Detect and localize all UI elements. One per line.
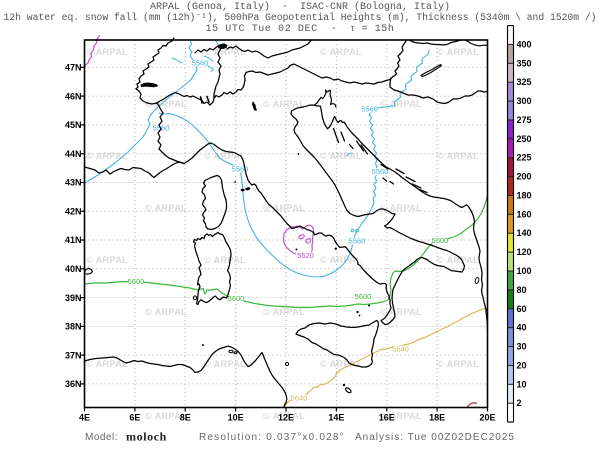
svg-text:5560: 5560 <box>192 59 209 68</box>
svg-text:4E: 4E <box>79 412 90 422</box>
svg-text:© ARPAL: © ARPAL <box>320 47 362 57</box>
svg-text:© ARPAL: © ARPAL <box>145 411 187 421</box>
svg-text:40: 40 <box>517 323 527 333</box>
svg-text:© ARPAL: © ARPAL <box>86 359 128 369</box>
svg-text:© ARPAL: © ARPAL <box>204 255 246 265</box>
svg-text:350: 350 <box>517 58 532 68</box>
svg-text:18E: 18E <box>429 412 445 422</box>
svg-text:12h water eq. snow fall (mm (1: 12h water eq. snow fall (mm (12h)⁻¹), 50… <box>4 12 597 23</box>
svg-text:6E: 6E <box>129 412 140 422</box>
svg-text:140: 140 <box>517 228 532 238</box>
svg-text:60: 60 <box>517 304 527 314</box>
svg-text:© ARPAL: © ARPAL <box>86 151 128 161</box>
svg-text:Analysis: Tue 00Z02DEC2025: Analysis: Tue 00Z02DEC2025 <box>355 432 515 443</box>
svg-text:300: 300 <box>517 96 532 106</box>
svg-text:© ARPAL: © ARPAL <box>320 151 362 161</box>
svg-text:© ARPAL: © ARPAL <box>263 307 305 317</box>
svg-text:225: 225 <box>517 153 532 163</box>
svg-text:275: 275 <box>517 115 532 125</box>
svg-text:© ARPAL: © ARPAL <box>380 307 422 317</box>
svg-text:ARPAL (Genoa, Italy) - ISAC-: ARPAL (Genoa, Italy) - ISAC-CNR (Bologna… <box>150 1 450 13</box>
svg-text:39N: 39N <box>65 293 82 303</box>
svg-text:© ARPAL: © ARPAL <box>437 255 479 265</box>
svg-text:14E: 14E <box>328 412 344 422</box>
svg-text:36N: 36N <box>65 379 82 389</box>
svg-text:5560: 5560 <box>361 105 378 114</box>
svg-text:© ARPAL: © ARPAL <box>204 359 246 369</box>
svg-text:© ARPAL: © ARPAL <box>320 255 362 265</box>
svg-text:43N: 43N <box>65 178 82 188</box>
svg-text:250: 250 <box>517 134 532 144</box>
svg-text:5520: 5520 <box>297 251 314 260</box>
svg-text:© ARPAL: © ARPAL <box>145 99 187 109</box>
svg-text:41N: 41N <box>65 235 82 245</box>
svg-text:5640: 5640 <box>291 394 308 403</box>
svg-text:5560: 5560 <box>349 237 366 246</box>
svg-text:5640: 5640 <box>392 345 409 354</box>
svg-text:Resolution: 0.037°x0.028°: Resolution: 0.037°x0.028° <box>199 432 345 443</box>
svg-text:© ARPAL: © ARPAL <box>145 307 187 317</box>
svg-text:© ARPAL: © ARPAL <box>145 203 187 213</box>
svg-text:16E: 16E <box>379 412 395 422</box>
svg-text:8E: 8E <box>180 412 191 422</box>
svg-text:Model:: Model: <box>85 432 118 443</box>
svg-text:5600: 5600 <box>355 292 372 301</box>
svg-text:400: 400 <box>517 39 532 49</box>
svg-text:© ARPAL: © ARPAL <box>204 47 246 57</box>
svg-text:40N: 40N <box>65 264 82 274</box>
svg-text:© ARPAL: © ARPAL <box>380 203 422 213</box>
svg-text:© ARPAL: © ARPAL <box>437 359 479 369</box>
svg-text:100: 100 <box>517 266 532 276</box>
svg-text:120: 120 <box>517 247 532 257</box>
svg-text:5560: 5560 <box>232 165 249 174</box>
svg-text:325: 325 <box>517 77 532 87</box>
svg-text:20: 20 <box>517 360 527 370</box>
svg-text:© ARPAL: © ARPAL <box>263 203 305 213</box>
svg-text:© ARPAL: © ARPAL <box>86 47 128 57</box>
svg-text:47N: 47N <box>65 63 82 73</box>
svg-text:moloch: moloch <box>126 430 167 444</box>
svg-text:© ARPAL: © ARPAL <box>86 255 128 265</box>
svg-text:180: 180 <box>517 190 532 200</box>
svg-text:5600: 5600 <box>432 236 449 245</box>
svg-text:5560: 5560 <box>372 167 389 176</box>
svg-text:© ARPAL: © ARPAL <box>204 151 246 161</box>
svg-text:© ARPAL: © ARPAL <box>437 151 479 161</box>
svg-text:2: 2 <box>517 398 522 408</box>
svg-text:10E: 10E <box>228 412 244 422</box>
svg-text:37N: 37N <box>65 350 82 360</box>
svg-text:45N: 45N <box>65 120 82 130</box>
svg-text:© ARPAL: © ARPAL <box>320 359 362 369</box>
svg-text:44N: 44N <box>65 149 82 159</box>
svg-text:200: 200 <box>517 172 532 182</box>
svg-text:12E: 12E <box>278 412 294 422</box>
svg-text:5600: 5600 <box>128 277 145 286</box>
svg-text:15 UTC Tue 02 DEC - τ = 15h: 15 UTC Tue 02 DEC - τ = 15h <box>205 23 394 35</box>
svg-text:© ARPAL: © ARPAL <box>437 47 479 57</box>
svg-text:160: 160 <box>517 209 532 219</box>
svg-text:46N: 46N <box>65 91 82 101</box>
svg-text:42N: 42N <box>65 206 82 216</box>
svg-text:10: 10 <box>517 379 527 389</box>
svg-text:20E: 20E <box>479 412 495 422</box>
svg-text:30: 30 <box>517 342 527 352</box>
svg-text:© ARPAL: © ARPAL <box>380 99 422 109</box>
svg-text:38N: 38N <box>65 322 82 332</box>
svg-text:5600: 5600 <box>228 294 245 303</box>
svg-text:80: 80 <box>517 285 527 295</box>
svg-text:© ARPAL: © ARPAL <box>380 411 422 421</box>
svg-text:© ARPAL: © ARPAL <box>263 99 305 109</box>
svg-text:© ARPAL: © ARPAL <box>263 411 305 421</box>
